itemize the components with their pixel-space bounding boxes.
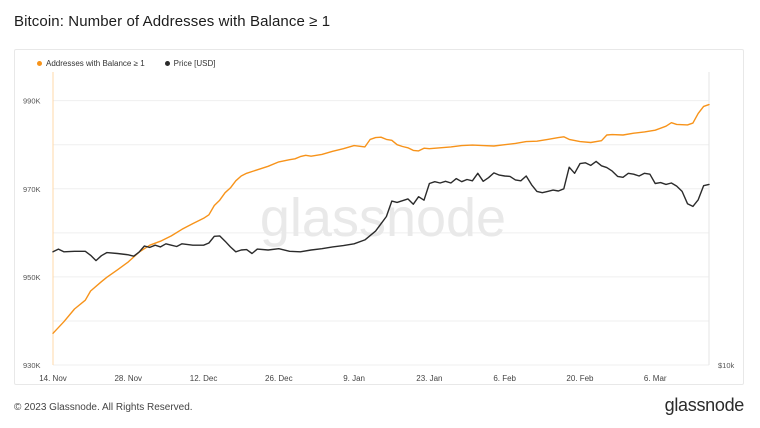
y-tick-label: 950K (23, 273, 41, 282)
y-tick-label: 990K (23, 97, 41, 106)
chart-card: glassnode 930K 950K 970K 990K $10k 14. Nov 28. … (14, 49, 744, 385)
x-tick-label: 14. Nov (39, 374, 67, 383)
series-line-price (52, 160, 710, 262)
x-tick-label: 26. Dec (265, 374, 293, 383)
legend-item-price[interactable]: Price [USD] (164, 59, 216, 68)
legend-item-addresses[interactable]: Addresses with Balance ≥ 1 (37, 59, 145, 68)
glassnode-logo[interactable]: glassnode (664, 395, 745, 415)
watermark-text: glassnode (260, 188, 506, 248)
legend-label-addresses: Addresses with Balance ≥ 1 (46, 59, 145, 68)
legend-dot-price (164, 61, 170, 66)
legend-label-price: Price [USD] (173, 59, 216, 68)
legend-dot-addresses (37, 61, 42, 66)
y-tick-label: 970K (23, 185, 41, 194)
series-line-addresses (52, 103, 710, 334)
x-tick-label: 6. Feb (493, 374, 516, 383)
x-tick-label: 6. Mar (644, 374, 667, 383)
x-tick-label: 9. Jan (343, 374, 365, 383)
y-right-tick-label: $10k (718, 361, 735, 370)
chart-title: Bitcoin: Number of Addresses with Balanc… (14, 13, 331, 30)
x-tick-label: 28. Nov (114, 374, 142, 383)
chart-canvas[interactable]: glassnode 930K 950K 970K 990K $10k 14. Nov 28. … (15, 50, 743, 384)
x-tick-label: 12. Dec (190, 374, 218, 383)
y-tick-label: 930K (23, 361, 41, 370)
chart-legend: Addresses with Balance ≥ 1 Price [USD] (37, 59, 215, 68)
x-tick-label: 23. Jan (416, 374, 442, 383)
x-tick-label: 20. Feb (566, 374, 594, 383)
copyright-text: © 2023 Glassnode. All Rights Reserved. (14, 402, 193, 413)
